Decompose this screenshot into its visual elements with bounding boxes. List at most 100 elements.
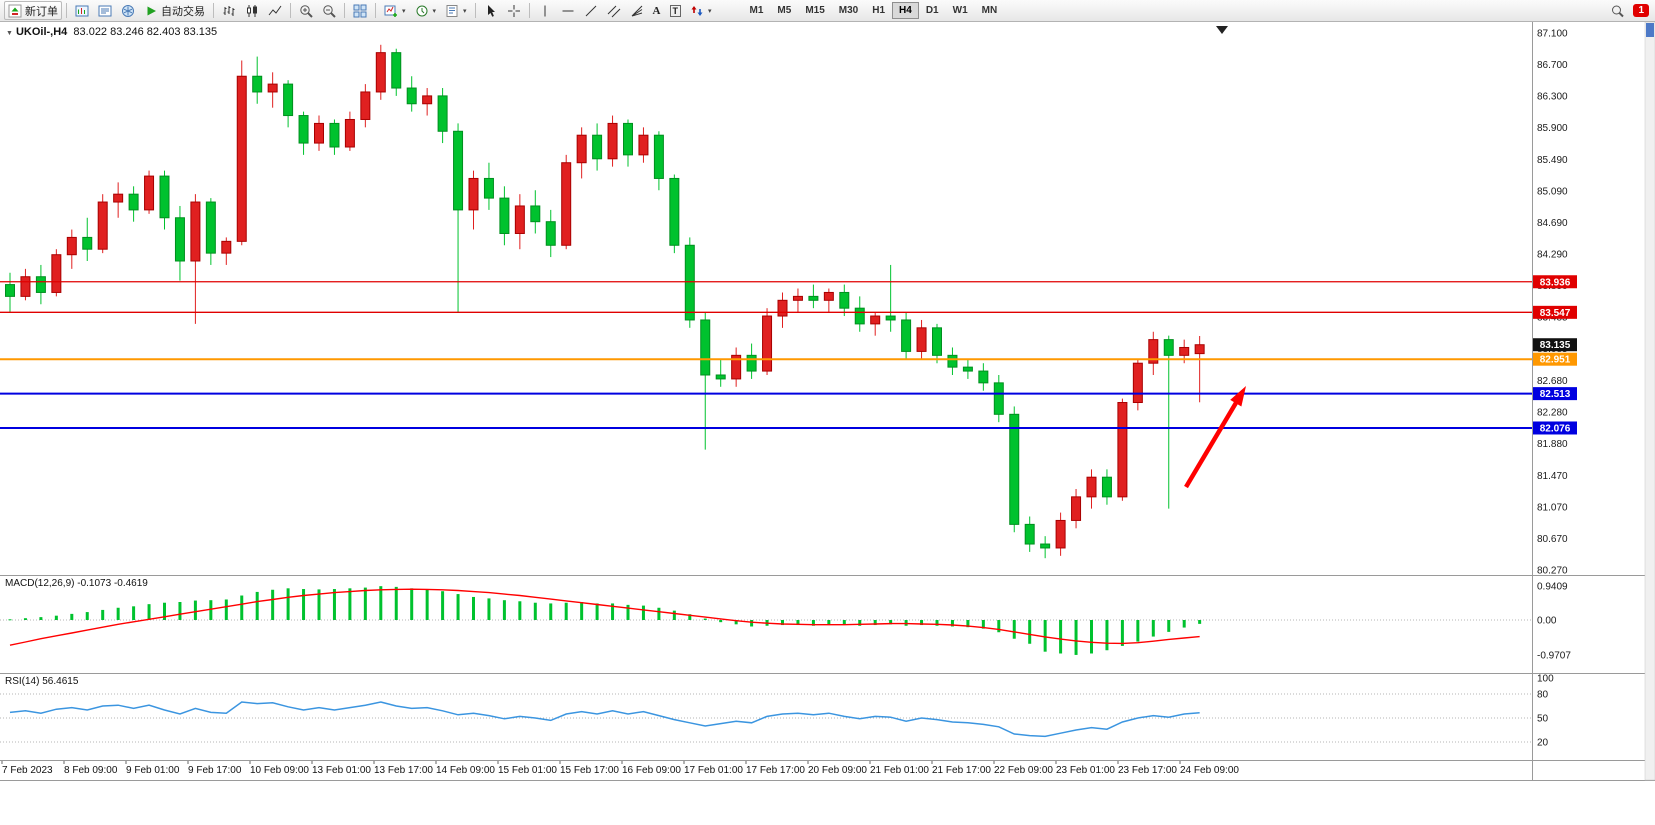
navigator-button[interactable] (117, 1, 139, 20)
price-axis-label: 81.880 (1537, 439, 1568, 450)
search-button[interactable] (1606, 1, 1628, 20)
timeframe-m5-button[interactable]: M5 (770, 2, 798, 19)
timeframe-h4-button[interactable]: H4 (892, 2, 919, 19)
timeframe-m15-button[interactable]: M15 (798, 2, 831, 19)
templates-icon (446, 4, 458, 17)
macd-histogram-bar (827, 620, 831, 626)
timeframe-mn-button[interactable]: MN (975, 2, 1005, 19)
vertical-scrollbar-thumb[interactable] (1646, 23, 1654, 37)
macd-histogram-bar (889, 620, 893, 625)
price-axis-label: 81.470 (1537, 471, 1568, 482)
market-watch-icon (75, 5, 89, 16)
bear-candle (854, 307, 865, 325)
bear-candle (437, 95, 448, 132)
fibonacci-button[interactable] (626, 1, 648, 20)
time-axis-label: 23 Feb 17:00 (1118, 765, 1177, 776)
macd-histogram-bar (580, 602, 584, 620)
arrow-annotation-line[interactable] (1184, 398, 1240, 489)
symbol-period-label: UKOil-,H4 (15, 26, 68, 38)
macd-histogram-bar (611, 603, 615, 620)
arrows-button[interactable]: ▾ (686, 1, 716, 20)
timeframe-w1-button[interactable]: W1 (946, 2, 975, 19)
one-click-trading-toggle[interactable]: ▼ (6, 30, 13, 37)
bear-candle (1040, 543, 1051, 549)
timeframe-h1-button[interactable]: H1 (865, 2, 892, 19)
market-watch-button[interactable] (71, 1, 93, 20)
arrow-annotation-head[interactable] (1230, 386, 1246, 407)
bear-candle (298, 115, 309, 144)
equidistant-channel-button[interactable] (603, 1, 625, 20)
time-axis-label: 15 Feb 17:00 (560, 765, 619, 776)
macd-histogram-bar (224, 599, 228, 620)
bear-candle (885, 315, 896, 321)
chart-shift-marker[interactable] (1216, 26, 1228, 34)
bull-candle (144, 175, 155, 211)
bull-candle (1132, 362, 1143, 404)
data-window-button[interactable] (94, 1, 116, 20)
macd-histogram-bar (950, 620, 954, 627)
bear-candle (700, 319, 711, 376)
time-axis-label: 23 Feb 01:00 (1056, 765, 1115, 776)
bear-candle (329, 122, 340, 148)
macd-histogram-bar (811, 620, 815, 626)
bear-candle (128, 193, 139, 211)
price-axis-label: 86.300 (1537, 91, 1568, 102)
periods-button[interactable]: ▾ (411, 1, 441, 20)
timeframe-m1-button[interactable]: M1 (743, 2, 771, 19)
macd-histogram-bar (255, 591, 259, 620)
rsi-line (9, 701, 1200, 738)
auto-trading-button[interactable]: 自动交易 (140, 1, 209, 20)
chart-background (0, 22, 1655, 780)
bull-candle (916, 327, 927, 352)
vertical-line-button[interactable] (534, 1, 556, 20)
tile-windows-icon (353, 4, 367, 17)
vertical-scrollbar-track[interactable] (1644, 21, 1655, 781)
timeframe-d1-button[interactable]: D1 (919, 2, 946, 19)
zoom-in-button[interactable] (295, 1, 317, 20)
text-label-button[interactable]: T (666, 1, 686, 20)
crosshair-button[interactable] (503, 1, 525, 20)
timeframe-m30-button[interactable]: M30 (832, 2, 865, 19)
line-chart-icon (268, 5, 282, 15)
bull-candle (731, 354, 742, 380)
templates-button[interactable]: ▾ (441, 1, 471, 20)
macd-histogram-bar (302, 589, 306, 620)
macd-histogram-bar (1059, 620, 1063, 654)
bear-candle (283, 83, 294, 117)
new-chart-button[interactable]: ▾ (380, 1, 410, 20)
time-axis-label: 22 Feb 09:00 (994, 765, 1053, 776)
macd-histogram-bar (240, 595, 244, 620)
bear-candle (715, 374, 726, 380)
data-window-icon (98, 5, 112, 16)
line-chart-button[interactable] (264, 1, 286, 20)
tile-windows-button[interactable] (349, 1, 371, 20)
bull-candle (1194, 344, 1205, 355)
candlestick-chart-button[interactable] (241, 1, 263, 20)
zoom-out-button[interactable] (318, 1, 340, 20)
time-axis-label: 13 Feb 01:00 (312, 765, 371, 776)
macd-histogram-bar (641, 605, 645, 620)
rsi-axis-label: 100 (1537, 674, 1554, 685)
new-order-button[interactable]: 新订单 (4, 1, 62, 20)
cursor-button[interactable] (480, 1, 502, 20)
bar-chart-button[interactable] (218, 1, 240, 20)
bear-candle (993, 382, 1004, 415)
macd-histogram-bar (132, 606, 136, 620)
macd-histogram-bar (332, 589, 336, 620)
trendline-button[interactable] (580, 1, 602, 20)
rsi-axis-label: 50 (1537, 714, 1549, 725)
macd-histogram-bar (781, 620, 784, 626)
toolbar-separator (213, 3, 214, 18)
bull-candle (51, 254, 62, 293)
macd-histogram-bar (549, 603, 553, 620)
macd-histogram-bar (271, 589, 275, 620)
text-button[interactable]: A (649, 1, 665, 20)
horizontal-line-button[interactable] (557, 1, 579, 20)
notification-badge[interactable]: 1 (1633, 4, 1649, 17)
price-level-badge-label: 82.076 (1540, 423, 1571, 434)
rsi-axis-label: 80 (1537, 690, 1549, 701)
arrows-icon (691, 5, 703, 16)
price-level-badge (1533, 387, 1577, 401)
